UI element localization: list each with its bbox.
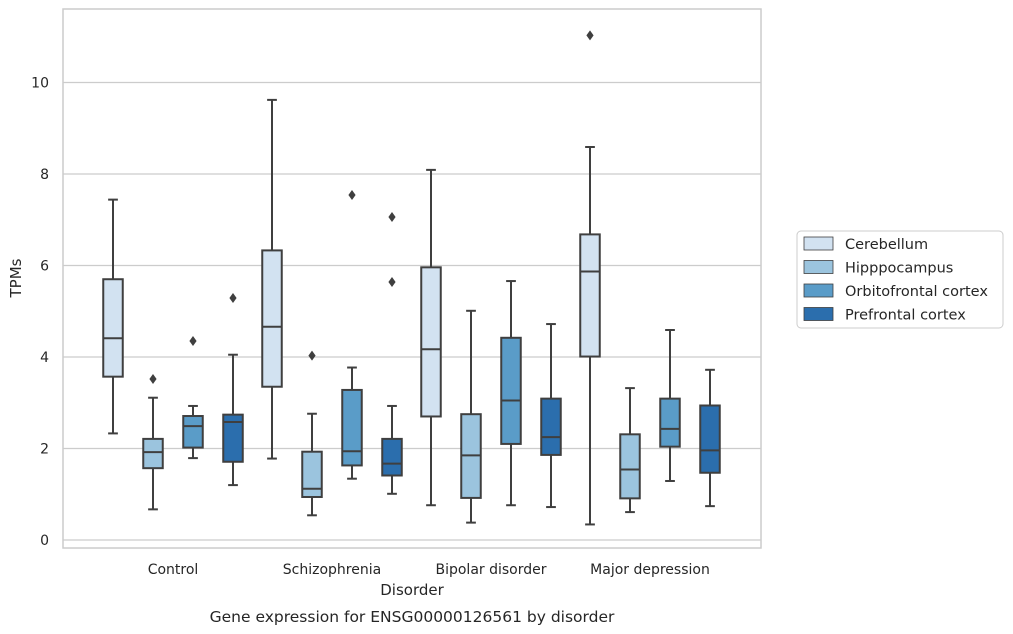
y-tick-label: 8	[40, 167, 49, 183]
box-iqr	[142, 437, 164, 470]
box-orbitofrontal-cortex	[659, 329, 681, 482]
plot-area	[62, 8, 762, 549]
box-iqr	[381, 437, 403, 477]
box-cerebellum	[102, 198, 124, 435]
box-cerebellum	[579, 30, 601, 526]
x-tick-label: Bipolar disorder	[435, 562, 546, 578]
box-iqr	[341, 388, 363, 467]
legend-label: Prefrontal cortex	[845, 308, 966, 324]
box-groups	[102, 30, 721, 526]
box-iqr	[420, 266, 442, 418]
box-iqr	[301, 450, 323, 498]
box-iqr	[619, 433, 641, 500]
box-iqr	[699, 404, 721, 474]
legend-label: Orbitofrontal cortex	[845, 284, 988, 300]
box-iqr	[102, 278, 124, 378]
y-gridlines	[63, 81, 761, 541]
outlier-point	[149, 373, 157, 384]
x-tick-label: Control	[148, 562, 199, 578]
box-cerebellum	[420, 168, 442, 507]
box-hipppocampus	[142, 373, 164, 511]
outlier-point	[348, 190, 356, 201]
box-iqr	[500, 336, 522, 445]
outlier-point	[308, 350, 316, 361]
outlier-point	[388, 276, 396, 287]
box-orbitofrontal-cortex	[500, 280, 522, 507]
legend-label: Hipppocampus	[845, 261, 953, 277]
box-cerebellum	[261, 98, 283, 460]
x-tick-labels: Control Schizophrenia Bipolar disorder Majo…	[148, 562, 710, 578]
legend-swatch	[803, 283, 834, 298]
box-prefrontal-cortex	[540, 323, 562, 509]
box-hipppocampus	[301, 350, 323, 517]
box-iqr	[261, 249, 283, 388]
box-prefrontal-cortex	[381, 212, 403, 495]
legend-swatch	[803, 236, 834, 251]
y-tick-label: 0	[40, 533, 49, 549]
legend-swatch	[803, 307, 834, 321]
y-axis-label: TPMs	[7, 258, 25, 298]
x-axis-label: Disorder	[380, 581, 444, 599]
outlier-point	[388, 212, 396, 223]
box-iqr	[222, 413, 244, 463]
y-tick-label: 6	[40, 259, 49, 275]
legend-frame	[796, 230, 1004, 329]
box-hipppocampus	[460, 309, 482, 524]
x-tick-label: Major depression	[590, 562, 710, 578]
x-tick-label: Schizophrenia	[283, 562, 381, 578]
box-iqr	[579, 233, 601, 358]
y-tick-labels: 0 2 4 6 8 10	[31, 76, 49, 550]
y-tick-label: 4	[40, 350, 49, 366]
outlier-point	[229, 292, 237, 303]
outlier-point	[189, 335, 197, 346]
box-iqr	[659, 397, 681, 448]
box-prefrontal-cortex	[699, 368, 721, 508]
y-tick-label: 10	[31, 76, 49, 92]
legend: Cerebellum Hipppocampus Orbitofrontal cort…	[796, 230, 1004, 329]
box-iqr	[182, 415, 204, 449]
y-tick-label: 2	[40, 442, 49, 458]
box-prefrontal-cortex	[222, 292, 244, 487]
box-hipppocampus	[619, 387, 641, 514]
box-iqr	[540, 397, 562, 456]
legend-swatch	[803, 260, 834, 274]
outlier-point	[586, 30, 594, 41]
chart-title: Gene expression for ENSG00000126561 by d…	[210, 608, 615, 626]
legend-label: Cerebellum	[845, 237, 928, 253]
box-orbitofrontal-cortex	[341, 190, 363, 480]
box-orbitofrontal-cortex	[182, 335, 204, 460]
